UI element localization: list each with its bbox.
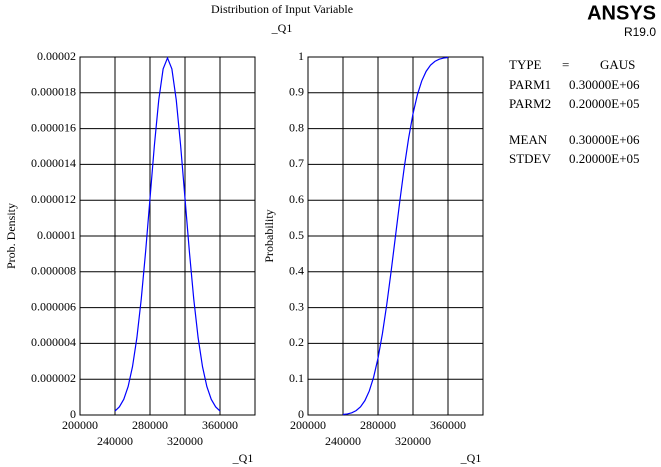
x-tick-label: 280000 bbox=[360, 418, 396, 432]
info-text: STDEV bbox=[509, 151, 552, 166]
y-tick-label: 0.000012 bbox=[31, 192, 76, 206]
info-text: PARM2 bbox=[509, 96, 551, 111]
y-tick-label: 0.8 bbox=[289, 120, 304, 134]
y-tick-label: 0.9 bbox=[289, 85, 304, 99]
x-tick-label: 360000 bbox=[202, 418, 238, 432]
y-tick-label: 0.5 bbox=[289, 228, 304, 242]
x-axis-label: _Q1 bbox=[460, 451, 482, 465]
info-text: = bbox=[562, 57, 569, 72]
y-tick-label: 0 bbox=[70, 407, 76, 421]
y-tick-label: 0.7 bbox=[289, 156, 304, 170]
version: R19.0 bbox=[624, 25, 656, 39]
page-subtitle: _Q1 bbox=[271, 21, 293, 35]
y-tick-label: 0.2 bbox=[289, 335, 304, 349]
info-text: 0.30000E+06 bbox=[569, 77, 640, 92]
y-tick-label: 0.4 bbox=[289, 264, 304, 278]
y-tick-label: 0.00002 bbox=[37, 49, 76, 63]
info-text: GAUS bbox=[600, 57, 635, 72]
info-text: 0.30000E+06 bbox=[569, 132, 640, 147]
y-tick-label: 0.000006 bbox=[31, 299, 76, 313]
x-tick-label: 200000 bbox=[290, 418, 326, 432]
y-tick-label: 0.000002 bbox=[31, 371, 76, 385]
page-title: Distribution of Input Variable bbox=[211, 2, 353, 16]
y-tick-label: 0.000016 bbox=[31, 120, 76, 134]
y-tick-label: 0.1 bbox=[289, 371, 304, 385]
x-tick-label: 240000 bbox=[97, 434, 133, 448]
plot-frame bbox=[307, 56, 484, 416]
info-text: MEAN bbox=[509, 132, 548, 147]
y-tick-label: 0.6 bbox=[289, 192, 304, 206]
x-tick-label: 360000 bbox=[430, 418, 466, 432]
data-line bbox=[114, 56, 221, 412]
y-axis-label: Prob. Density bbox=[4, 203, 18, 269]
y-axis-label: Probability bbox=[262, 209, 276, 262]
y-tick-label: 0 bbox=[298, 407, 304, 421]
info-text: PARM1 bbox=[509, 77, 551, 92]
y-tick-label: 0.000018 bbox=[31, 85, 76, 99]
info-text: 0.20000E+05 bbox=[569, 96, 640, 111]
x-tick-label: 320000 bbox=[167, 434, 203, 448]
y-tick-label: 1 bbox=[298, 49, 304, 63]
data-line bbox=[342, 56, 449, 416]
x-tick-label: 200000 bbox=[62, 418, 98, 432]
y-tick-label: 0.3 bbox=[289, 299, 304, 313]
y-tick-label: 0.000004 bbox=[31, 335, 76, 349]
x-axis-label: _Q1 bbox=[232, 451, 254, 465]
y-tick-label: 0.00001 bbox=[37, 228, 76, 242]
info-text: 0.20000E+05 bbox=[569, 151, 640, 166]
y-tick-label: 0.000008 bbox=[31, 264, 76, 278]
x-tick-label: 320000 bbox=[395, 434, 431, 448]
x-tick-label: 280000 bbox=[132, 418, 168, 432]
y-tick-label: 0.000014 bbox=[31, 156, 76, 170]
info-text: TYPE bbox=[509, 57, 542, 72]
x-tick-label: 240000 bbox=[325, 434, 361, 448]
logo: ANSYS bbox=[587, 2, 656, 24]
